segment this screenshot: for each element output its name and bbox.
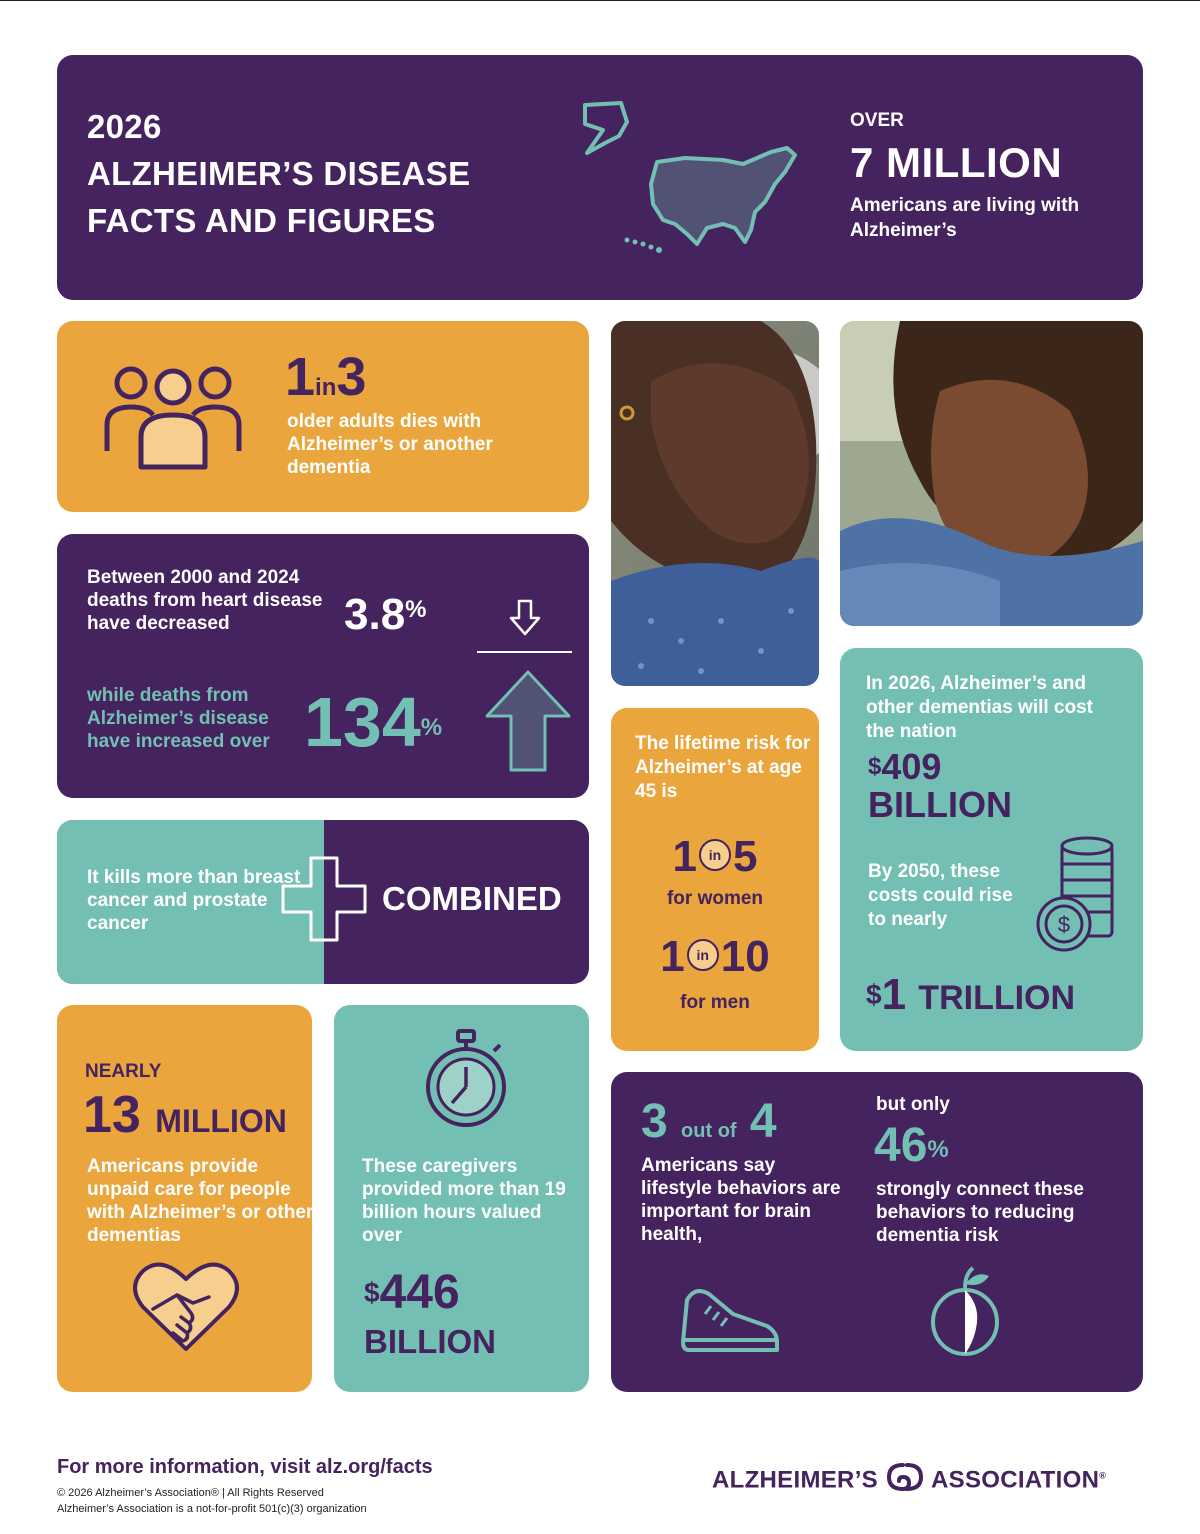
lifestyle-outof: out of xyxy=(681,1120,737,1142)
lifestyle-text: Americans say lifestyle behaviors are im… xyxy=(641,1155,841,1245)
title-year: 2026 xyxy=(87,108,162,145)
lifestyle-ratio: 3 out of 4 xyxy=(641,1096,777,1157)
lifestyle-pct-unit: % xyxy=(927,1136,949,1163)
caregivers-count-num: 13 xyxy=(83,1086,141,1144)
women-ratio: 1 in 5 xyxy=(611,832,819,882)
alz-value-unit: % xyxy=(420,714,443,741)
header-banner: 2026 ALZHEIMER’S DISEASE FACTS AND FIGUR… xyxy=(57,55,1143,300)
heart-disease-text: Between 2000 and 2024 deaths from heart … xyxy=(87,567,323,634)
plus-icon xyxy=(281,856,367,942)
card-cost: In 2026, Alzheimer’s and other dementias… xyxy=(840,648,1143,1051)
heart-handshake-icon xyxy=(133,1262,239,1351)
logo-text-left: ALZHEIMER’S xyxy=(712,1466,878,1494)
caregiver-value-num: 446 xyxy=(379,1266,460,1319)
top-rule xyxy=(0,0,1200,1)
ratio-in: in xyxy=(315,374,337,401)
older-woman-image xyxy=(611,321,819,686)
cost-amount: $409 BILLION xyxy=(868,748,1012,824)
ratio-num2: 3 xyxy=(336,347,367,407)
women-ratio-num1: 1 xyxy=(672,832,697,881)
men-ratio-in: in xyxy=(686,939,719,972)
heart-value-num: 3.8 xyxy=(344,590,406,639)
card-caregiver-value: These caregivers provided more than 19 b… xyxy=(334,1005,589,1392)
page-title: 2026 ALZHEIMER’S DISEASE FACTS AND FIGUR… xyxy=(87,103,470,244)
down-arrow-icon xyxy=(509,599,541,636)
card-death-trends: Between 2000 and 2024 deaths from heart … xyxy=(57,534,589,798)
ratio-value: 1in3 xyxy=(285,347,366,418)
men-ratio: 1 in 10 xyxy=(611,932,819,982)
alz-logo-icon xyxy=(886,1463,923,1492)
title-line1: ALZHEIMER’S DISEASE xyxy=(87,155,471,192)
caregivers-count-text: Americans provide unpaid care for people… xyxy=(87,1156,312,1246)
alzheimers-association-logo: ALZHEIMER’S ASSOCIATION® xyxy=(712,1462,1106,1500)
caregiver-value-unit: BILLION xyxy=(364,1323,496,1360)
stat-value: 7 MILLION xyxy=(850,139,1063,186)
card-caregivers-count: NEARLY 13 MILLION Americans provide unpa… xyxy=(57,1005,312,1392)
lifetime-risk-text: The lifetime risk for Alzheimer’s at age… xyxy=(635,733,811,802)
future-cost-text: By 2050, these costs could rise to nearl… xyxy=(868,861,1013,930)
card-one-in-three: 1in3 older adults dies with Alzheimer’s … xyxy=(57,321,589,512)
apple-icon xyxy=(931,1266,999,1356)
caregiver-value-text: These caregivers provided more than 19 b… xyxy=(362,1156,566,1246)
coin-stack-icon: $ xyxy=(1036,836,1114,952)
future-cost-amount: $1 TRILLION xyxy=(866,970,1075,1023)
people-group-icon xyxy=(104,366,242,470)
cost-amount-unit: BILLION xyxy=(868,784,1012,825)
lifestyle-pct: 46% xyxy=(874,1118,949,1174)
combined-teal-panel xyxy=(57,820,324,984)
combined-word: COMBINED xyxy=(382,880,562,917)
lifestyle-pct-num: 46 xyxy=(874,1119,928,1172)
combined-text: It kills more than breast cancer and pro… xyxy=(87,867,301,934)
svg-text:$: $ xyxy=(1058,912,1070,937)
heart-disease-value: 3.8% xyxy=(344,590,427,640)
photo-older-woman xyxy=(611,321,819,686)
heart-value-unit: % xyxy=(405,596,427,623)
logo-registered-mark: ® xyxy=(1099,1470,1107,1481)
alzheimers-value: 134% xyxy=(304,684,442,760)
future-cost-num: 1 xyxy=(881,970,907,1019)
photo-young-girl xyxy=(840,321,1143,626)
more-info-link[interactable]: For more information, visit alz.org/fact… xyxy=(57,1456,433,1478)
lifestyle-num2: 4 xyxy=(749,1095,777,1148)
logo-text-right: ASSOCIATION xyxy=(931,1466,1100,1494)
card-lifestyle: 3 out of 4 Americans say lifestyle behav… xyxy=(611,1072,1143,1392)
future-cost-unit: TRILLION xyxy=(918,979,1076,1017)
stat-description: Americans are living with Alzheimer’s xyxy=(850,195,1080,241)
caregivers-count-value: 13 MILLION xyxy=(83,1087,287,1149)
caregivers-count-unit: MILLION xyxy=(155,1103,287,1139)
lifestyle-num1: 3 xyxy=(641,1095,668,1148)
title-line2: FACTS AND FIGURES xyxy=(87,202,436,239)
women-ratio-in: in xyxy=(699,839,731,872)
copyright-text: © 2026 Alzheimer’s Association® | All Ri… xyxy=(57,1487,324,1499)
divider-line xyxy=(477,651,572,653)
up-arrow-icon xyxy=(485,670,571,772)
card-combined: It kills more than breast cancer and pro… xyxy=(57,820,589,984)
cost-text: In 2026, Alzheimer’s and other dementias… xyxy=(866,673,1093,742)
future-cost-dollar: $ xyxy=(866,979,882,1010)
men-ratio-num2: 10 xyxy=(720,932,770,981)
cost-amount-num: 409 xyxy=(881,746,942,787)
sneaker-icon xyxy=(681,1289,779,1352)
us-map-icon xyxy=(583,101,797,253)
women-ratio-num2: 5 xyxy=(733,832,758,881)
alzheimers-text: while deaths from Alzheimer’s disease ha… xyxy=(87,685,270,752)
men-label: for men xyxy=(680,992,750,1013)
men-ratio-num1: 1 xyxy=(660,932,685,981)
cost-dollar: $ xyxy=(868,753,882,780)
ratio-description: older adults dies with Alzheimer’s or an… xyxy=(287,411,493,478)
young-girl-image xyxy=(840,321,1143,626)
card-lifetime-risk: The lifetime risk for Alzheimer’s at age… xyxy=(611,708,819,1051)
ratio-num1: 1 xyxy=(285,347,316,407)
women-label: for women xyxy=(666,888,764,909)
nearly-label: NEARLY xyxy=(85,1061,162,1082)
but-only-label: but only xyxy=(876,1094,950,1115)
alz-value-num: 134 xyxy=(304,683,421,761)
nonprofit-text: Alzheimer’s Association is a not-for-pro… xyxy=(57,1503,367,1515)
caregiver-value-dollar: $ xyxy=(364,1277,380,1308)
caregiver-value-amount: $446 xyxy=(364,1267,460,1319)
stopwatch-icon xyxy=(426,1029,506,1127)
connect-text: strongly connect these behaviors to redu… xyxy=(876,1179,1084,1246)
stat-prefix: OVER xyxy=(850,110,904,131)
